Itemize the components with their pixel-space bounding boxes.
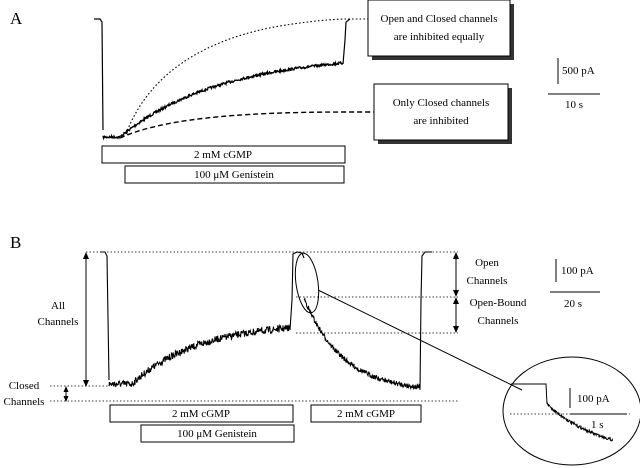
panel-a-callout-equal-line1: Open and Closed channels [381,13,498,25]
panel-b-zoom-connector [317,289,523,391]
panel-a-trace-return [342,18,351,65]
panel-a-trace-segment [102,60,343,141]
panel-b-open-channels-line2: Channels [467,275,508,287]
panel-a-cgmp-bar: 2 mM cGMP [101,145,346,164]
panel-b-cgmp-bar-first-label: 2 mM cGMP [172,408,230,420]
panel-b-trace-recovery [108,323,291,388]
panel-b-open-channels-line1: Open [475,257,499,269]
panel-b-open-channels-arrow [453,252,459,297]
panel-b-inset-scale-time: 1 s [591,419,604,431]
panel-a-label: A [10,9,23,28]
panel-b-inset: 100 pA 1 s [502,356,640,466]
panel-a-scale-bar: 500 pA 10 s [548,58,600,111]
panel-a-scale-time: 10 s [565,99,583,111]
panel-a-scale-current: 500 pA [562,65,595,77]
panel-a-current-trace [94,18,351,141]
panel-b-closed-channels-line1: Closed [9,380,40,392]
panel-b-open-bound-line1: Open-Bound [470,297,527,309]
panel-b-trace-decay [303,296,421,391]
panel-b-all-channels-arrow [83,252,89,387]
panel-b-zoom-ellipse [294,252,320,314]
panel-a-callout-equal: Open and Closed channels are inhibited e… [367,0,514,60]
panel-b-label: B [10,233,21,252]
panel-b-inset-trace-decay [546,401,614,442]
panel-b-current-trace [100,251,432,391]
panel-b-reference-lines [50,251,458,402]
panel-b-genistein-bar-label: 100 μM Genistein [177,428,257,440]
panel-b-all-channels-line2: Channels [38,316,79,328]
panel-a-callout-equal-line2: are inhibited equally [394,31,485,43]
panel-b-cgmp-bar-second-label: 2 mM cGMP [337,408,395,420]
panel-b-inset-trace-flat [511,383,548,405]
panel-b-inset-scale-current: 100 pA [577,393,610,405]
panel-b-cgmp-bar-second: 2 mM cGMP [310,404,422,423]
panel-b-trace-start [100,251,110,381]
panel-b-trace-end [419,251,432,391]
panel-b-inset-trace [511,383,614,442]
panel-a-callout-closed-line2: are inhibited [413,115,469,127]
panel-b-open-bound-line2: Channels [478,315,519,327]
panel-b-all-channels-line1: All [51,300,65,312]
panel-a-genistein-bar: 100 μM Genistein [124,165,345,184]
panel-a-callout-closed: Only Closed channels are inhibited [373,83,512,144]
panel-b-closed-channels-line2: Channels [4,396,45,408]
panel-b-open-bound-arrow [453,297,459,333]
panel-a-trace-baseline [94,18,104,131]
panel-a-equal-inhibition-prediction [125,18,372,135]
panel-a-callout-closed-line1: Only Closed channels [393,97,490,109]
panel-b-cgmp-bar-first: 2 mM cGMP [109,404,294,423]
panel-b-scale-time: 20 s [564,298,582,310]
panel-b-scale-bar: 100 pA 20 s [550,259,600,310]
panel-b-genistein-bar: 100 μM Genistein [140,424,295,443]
panel-a-genistein-bar-label: 100 μM Genistein [194,169,274,181]
panel-a-cgmp-bar-label: 2 mM cGMP [194,149,252,161]
panel-b-closed-channels-arrow [63,386,69,402]
panel-b-scale-current: 100 pA [561,265,594,277]
panel-a-closed-only-prediction [119,111,374,139]
